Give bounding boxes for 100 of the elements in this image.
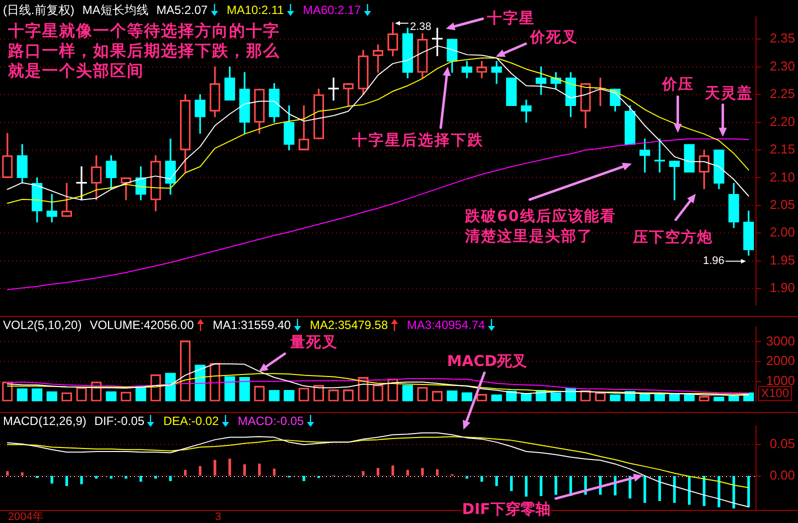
bar [402,385,413,402]
chart-subtitle: MACD:-0.05 [238,414,304,428]
bar [239,377,250,402]
y-tick-label: 2000 [766,353,795,368]
annotation: 十字星就像一个等待选择方向的十字路口一样，如果后期选择下跌，那么就是一个头部区间 [8,21,281,81]
annotation: 十字星 [487,9,535,27]
annotation: DIF下穿零轴 [462,500,550,518]
bar [258,464,261,476]
text: 2004年 [8,511,44,523]
annotation: 跌破60线后应该能看清楚这里是头部了 [465,206,617,246]
chart-subtitle: MA短长均线 [82,3,148,17]
y-axis-title: X100 [758,386,792,402]
text: MA5:2.07 [156,3,208,17]
bar [284,390,294,402]
annotation: 价压 [662,75,694,93]
series-label: DEA:-0.02 [163,414,219,428]
y-tick-label: 0.00 [770,467,795,482]
candlestick [120,177,132,200]
bar [491,394,502,402]
bar [728,396,740,402]
bar [421,468,424,476]
chart-subtitle: VOLUME:42056.00 [90,318,194,332]
text: MA3:40954.74 [406,318,485,332]
bar [198,466,202,476]
bar [391,465,394,476]
bar [46,391,58,402]
annotation: 价死叉 [530,28,578,46]
y-tick-label: 2.15 [770,142,795,157]
bar [550,392,562,402]
bar [302,476,306,482]
bar [540,476,542,496]
bar [554,476,558,495]
bar [32,388,42,402]
y-tick-label: 0.05 [770,436,795,452]
y-tick-label: 1.90 [770,280,795,296]
series-label: DIF:-0.05 [94,414,144,428]
bar [466,476,468,479]
annotation: 压下空方炮 [633,228,713,246]
candlestick [32,177,42,222]
bar [436,469,439,476]
bar [446,390,458,402]
bar [243,464,246,476]
bar [480,476,484,482]
bar [510,476,513,492]
annotation: 2.38 [410,21,432,33]
bar [524,476,528,497]
bar [718,476,720,508]
bar [80,476,83,484]
candlestick [669,160,680,200]
text: MA1:31559.40 [212,318,291,332]
bar [50,476,54,484]
bar [406,470,409,476]
bar [610,394,621,402]
bar [272,468,276,476]
bar [268,390,280,402]
bar [673,476,676,503]
y-tick-label: 2.30 [770,58,795,74]
bar [165,372,176,402]
bar [714,396,724,402]
candlestick [714,150,724,190]
bar [6,471,9,476]
bar [184,470,187,476]
bar [376,468,380,476]
chart-title: (日线.前复权) [3,3,74,17]
chart-title: MACD(12,26,9) [3,414,86,428]
bar [169,476,172,482]
bar [362,471,365,476]
candlestick [328,78,339,100]
text: MA10:2.11 [226,3,284,17]
y-tick-label: 1.95 [770,252,795,268]
bar [139,476,142,482]
bar [462,392,472,402]
text: MA2:35479.58 [310,318,388,332]
bar [643,476,646,503]
y-tick-label: 2.00 [770,224,795,240]
text: 3 [215,511,222,523]
y-tick-label: 2.20 [770,114,795,129]
y-tick-label: 3000 [766,333,795,348]
text: MA60:2.17 [302,3,361,17]
y-tick-label: 2.05 [770,197,795,212]
annotation: 天灵盖 [705,84,753,102]
annotation: 十字星后选择下跌 [352,131,484,149]
candlestick [462,61,472,78]
candlestick [536,66,546,95]
y-tick-label: 2.10 [770,169,795,184]
candlestick [284,105,294,150]
annotation: MACD死叉 [447,352,527,370]
bar [495,476,498,486]
bar [16,388,28,402]
bar [224,376,236,402]
bar [106,391,117,402]
y-tick-label: 2.35 [770,30,795,46]
bar [214,460,216,476]
bar [124,476,128,479]
bar [684,394,695,402]
bar [658,476,661,501]
annotation: 1.96 [703,255,724,267]
bar [65,476,68,486]
y-tick-label: 1000 [766,372,795,388]
bar [747,476,750,508]
